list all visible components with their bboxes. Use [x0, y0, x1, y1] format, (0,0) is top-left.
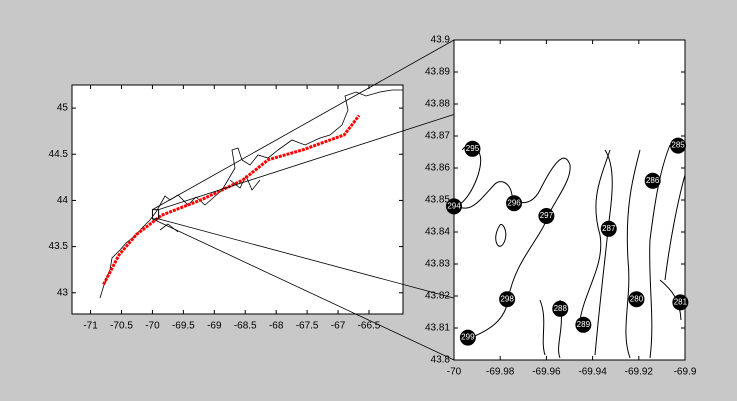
station-marker: [464, 140, 481, 157]
zoom-connector: [152, 39, 455, 211]
y-tick-label: 43.83: [425, 259, 450, 270]
x-tick-label: -69: [207, 321, 222, 332]
x-tick-label: -68: [269, 321, 284, 332]
y-tick-label: 43.88: [425, 99, 450, 110]
y-tick-label: 43.5: [49, 241, 69, 252]
station-label: 281: [674, 298, 688, 307]
station-label: 298: [500, 294, 514, 303]
station-label: 285: [671, 141, 685, 150]
station: 294: [446, 198, 462, 215]
station-label: 295: [466, 144, 480, 153]
y-tick-label: 43: [57, 287, 69, 298]
station-label: 286: [646, 176, 660, 185]
y-tick-label: 43.81: [425, 323, 450, 334]
station: 297: [538, 208, 555, 224]
y-tick-label: 43.87: [425, 131, 450, 142]
x-tick-label: -71: [83, 321, 98, 332]
y-tick-label: 43.85: [425, 195, 450, 206]
x-tick-label: -68.5: [234, 321, 257, 332]
station-label: 299: [461, 333, 475, 342]
station: 298: [499, 291, 516, 308]
station-label: 287: [602, 224, 616, 233]
survey-track: [102, 114, 361, 286]
station: 299: [459, 329, 476, 346]
y-tick-label: 43.89: [425, 67, 450, 78]
x-tick-label: -69.9: [674, 367, 697, 378]
station-marker: [644, 172, 661, 189]
x-tick-label: -67.5: [296, 321, 319, 332]
x-tick-label: -69.98: [486, 367, 515, 378]
station-marker: [446, 198, 462, 215]
station: 296: [506, 195, 523, 212]
station-label: 280: [630, 294, 644, 303]
x-tick-label: -70: [447, 367, 462, 378]
station: 286: [644, 172, 661, 189]
y-tick-label: 43.8: [431, 355, 451, 366]
y-tick-label: 44.5: [49, 149, 69, 160]
x-tick-label: -69.94: [578, 367, 607, 378]
y-tick-label: 44: [57, 195, 69, 206]
station-label: 289: [577, 320, 591, 329]
station: 289: [575, 316, 592, 333]
station: 295: [464, 140, 481, 157]
station: 281: [672, 294, 689, 311]
station: 288: [552, 300, 569, 317]
y-tick-label: 43.86: [425, 163, 450, 174]
x-tick-label: -69.5: [172, 321, 195, 332]
x-tick-label: -70.5: [110, 321, 133, 332]
x-tick-label: -67: [331, 321, 346, 332]
y-tick-label: 43.84: [425, 227, 450, 238]
zoom-box: [151, 209, 160, 220]
x-tick-label: -66.5: [358, 321, 381, 332]
y-tick-label: 43.9: [431, 35, 451, 46]
axes-box: [453, 39, 686, 361]
x-tick-label: -69.96: [532, 367, 561, 378]
station: 287: [600, 220, 617, 237]
station-marker: [506, 195, 523, 212]
station-label: 288: [554, 304, 568, 313]
y-tick-label: 43.82: [425, 291, 450, 302]
station: 280: [628, 291, 645, 308]
zoom-axes: -70 -69.98 -69.96 -69.94 -69.92 -69.9 43.8 43.8…: [425, 35, 697, 378]
station-marker: [672, 294, 689, 311]
station-label: 296: [507, 198, 521, 207]
station-marker: [628, 291, 645, 308]
station-marker: [499, 291, 516, 308]
x-tick-label: -70: [145, 321, 160, 332]
x-tick-label: -69.92: [625, 367, 654, 378]
station: 285: [670, 137, 687, 154]
y-tick-label: 45: [57, 103, 69, 114]
station-marker: [575, 316, 592, 333]
station-marker: [552, 300, 569, 317]
zoom-connector: [152, 218, 455, 361]
station-marker: [670, 137, 687, 154]
station-label: 294: [447, 202, 461, 211]
station-label: 297: [540, 211, 554, 220]
station-marker: [600, 220, 617, 237]
axes-box: [71, 84, 404, 315]
station-marker: [459, 329, 476, 346]
station-marker: [538, 208, 555, 224]
overview-axes: -71 -70.5 -70 -69.5 -69 -68.5 -68 -67.5 -67 -66.5…: [49, 84, 404, 332]
